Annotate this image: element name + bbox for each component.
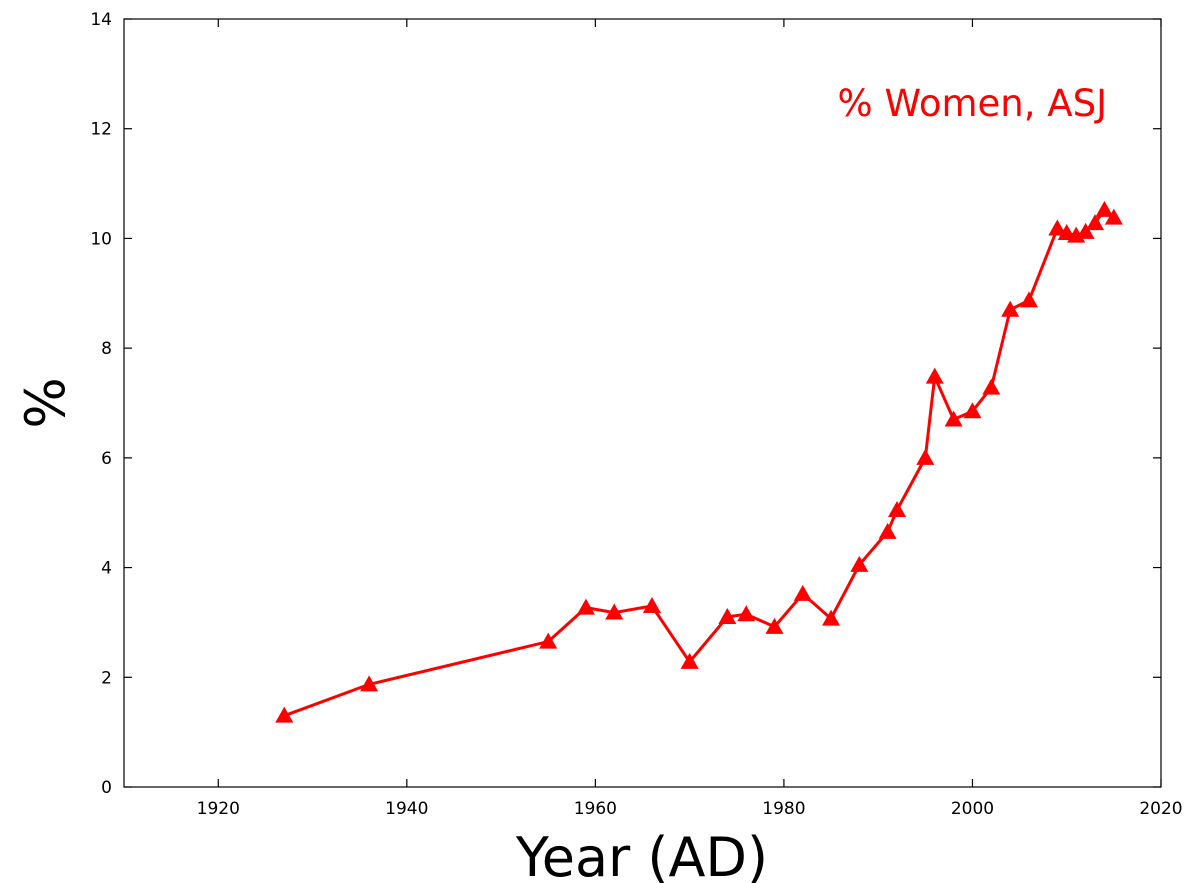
data-point-marker	[888, 500, 907, 517]
y-tick-label: 4	[101, 559, 112, 579]
data-point-marker	[925, 367, 944, 384]
data-point-marker	[718, 607, 737, 624]
x-axis: 1920 1940 1960 1980 2000 2020	[197, 19, 1183, 819]
data-point-marker	[576, 598, 595, 615]
data-point-marker	[963, 402, 982, 419]
data-point-marker	[944, 410, 963, 427]
y-tick-label: 6	[101, 449, 112, 469]
series-line	[283, 208, 1115, 718]
data-point-marker	[275, 706, 294, 723]
y-tick-label: 14	[90, 10, 112, 30]
series-label: % Women, ASJ	[838, 82, 1107, 125]
data-point-marker	[850, 555, 869, 572]
y-tick-label: 10	[90, 229, 112, 249]
x-tick-label: 2000	[951, 799, 994, 819]
data-point-marker	[1095, 200, 1114, 217]
plot-frame	[123, 18, 1162, 788]
data-point-marker	[1076, 222, 1095, 239]
x-tick-label: 1960	[574, 799, 617, 819]
data-point-marker	[793, 584, 812, 601]
x-tick-label: 2020	[1139, 799, 1182, 819]
data-point-marker	[1104, 208, 1123, 225]
data-point-marker	[1001, 300, 1020, 317]
data-point-marker	[360, 675, 379, 692]
series-layer	[275, 200, 1123, 723]
data-point-marker	[642, 596, 661, 613]
x-axis-title: Year (AD)	[515, 826, 768, 883]
y-tick-label: 0	[101, 778, 112, 798]
data-point-marker	[605, 603, 624, 620]
data-point-marker	[1048, 219, 1067, 236]
x-tick-label: 1920	[197, 799, 240, 819]
data-point-marker	[1086, 214, 1105, 231]
data-point-marker	[878, 522, 897, 539]
data-point-marker	[916, 448, 935, 465]
data-point-marker	[539, 632, 558, 649]
y-tick-label: 2	[101, 668, 112, 688]
y-axis-title: %	[14, 377, 77, 428]
x-tick-label: 1980	[762, 799, 805, 819]
y-axis: 0 2 4 6 8 10 12 14	[90, 10, 1161, 798]
data-point-marker	[765, 617, 784, 634]
data-point-marker	[822, 609, 841, 626]
y-tick-label: 12	[90, 120, 112, 140]
data-point-marker	[1020, 291, 1039, 308]
data-point-marker	[737, 605, 756, 622]
x-tick-label: 1940	[385, 799, 428, 819]
data-point-marker	[982, 378, 1001, 395]
data-point-marker	[680, 652, 699, 669]
y-tick-label: 8	[101, 339, 112, 359]
